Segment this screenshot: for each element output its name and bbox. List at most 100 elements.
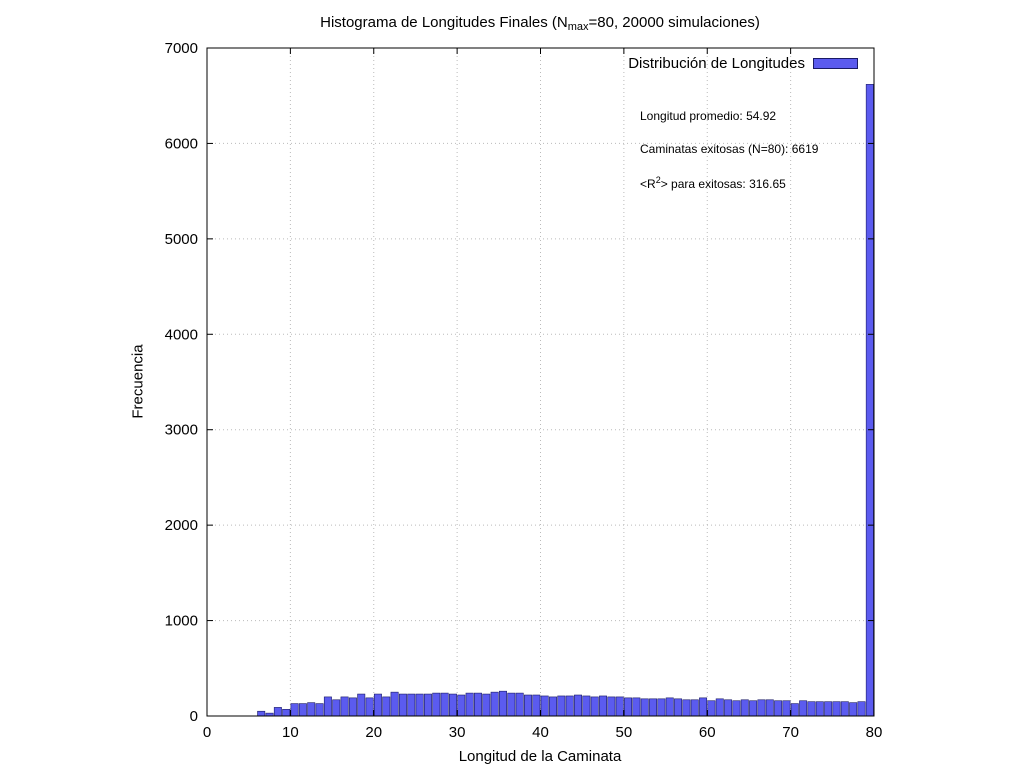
histogram-bar bbox=[490, 691, 499, 717]
histogram-bar bbox=[282, 709, 291, 717]
histogram-bar bbox=[665, 697, 674, 717]
histogram-bar bbox=[382, 696, 391, 717]
axis-ticks: 0 10 20 30 40 50 60 70 80 0 1000 2000 3000 4000 5000 60… bbox=[165, 40, 883, 741]
histogram-bar bbox=[590, 696, 599, 717]
histogram-bar bbox=[565, 695, 574, 717]
histogram-bar bbox=[632, 697, 641, 717]
histogram-bar bbox=[407, 693, 416, 717]
histogram-bar bbox=[315, 703, 324, 717]
histogram-bar bbox=[615, 696, 624, 717]
histogram-bar bbox=[432, 692, 441, 717]
x-tick-label: 20 bbox=[365, 724, 382, 741]
y-tick-label: 7000 bbox=[165, 40, 198, 57]
annotation-r2: <R2> para exitosas: 316.65 bbox=[640, 175, 786, 191]
histogram-bar bbox=[649, 698, 658, 717]
histogram-bar bbox=[273, 707, 282, 717]
histogram-bar bbox=[749, 700, 758, 717]
y-tick-label: 1000 bbox=[165, 613, 198, 630]
histogram-bars bbox=[257, 84, 874, 717]
histogram-bar bbox=[532, 694, 541, 717]
histogram-bar bbox=[298, 703, 307, 717]
x-tick-label: 0 bbox=[203, 724, 211, 741]
histogram-bar bbox=[332, 699, 341, 717]
histogram-bar bbox=[774, 700, 783, 717]
histogram-bar bbox=[857, 701, 866, 717]
histogram-bar bbox=[448, 693, 457, 717]
histogram-bar bbox=[765, 699, 774, 717]
histogram-bar bbox=[373, 693, 382, 717]
histogram-bar bbox=[473, 692, 482, 717]
histogram-bar bbox=[557, 695, 566, 717]
histogram-bar bbox=[398, 693, 407, 717]
histogram-bar bbox=[574, 694, 582, 717]
histogram-bar bbox=[515, 692, 524, 717]
histogram-bar bbox=[624, 697, 633, 717]
histogram-bar bbox=[824, 701, 833, 717]
legend-label: Distribución de Longitudes bbox=[628, 55, 805, 72]
histogram-bar bbox=[690, 699, 699, 717]
x-tick-label: 40 bbox=[532, 724, 549, 741]
y-tick-label: 0 bbox=[190, 708, 198, 725]
histogram-bar bbox=[790, 703, 799, 717]
histogram-bar bbox=[865, 84, 874, 717]
histogram-bar bbox=[582, 695, 591, 717]
histogram-bar bbox=[740, 699, 749, 717]
histogram-bar bbox=[732, 700, 741, 717]
histogram-bar bbox=[348, 697, 357, 717]
chart-title: Histograma de Longitudes Finales (Nmax=8… bbox=[320, 14, 760, 33]
histogram-bar bbox=[849, 702, 858, 717]
histogram-bar bbox=[457, 694, 466, 717]
histogram-bar bbox=[499, 690, 507, 717]
histogram-bar bbox=[782, 700, 791, 717]
annotation-mean-length: Longitud promedio: 54.92 bbox=[640, 109, 777, 123]
x-axis-label: Longitud de la Caminata bbox=[458, 748, 622, 765]
histogram-bar bbox=[682, 699, 691, 717]
histogram-bar bbox=[674, 698, 683, 717]
histogram-bar bbox=[440, 692, 449, 717]
histogram-bar bbox=[415, 693, 424, 717]
y-tick-label: 5000 bbox=[165, 231, 198, 248]
grid-lines bbox=[207, 48, 874, 716]
histogram-bar bbox=[715, 698, 724, 717]
histogram-bar bbox=[507, 692, 516, 717]
histogram-bar bbox=[724, 699, 733, 717]
x-tick-label: 10 bbox=[282, 724, 299, 741]
histogram-bar bbox=[799, 700, 808, 717]
histogram-bar bbox=[640, 698, 649, 717]
x-tick-label: 30 bbox=[449, 724, 466, 741]
histogram-bar bbox=[323, 696, 332, 717]
x-tick-label: 80 bbox=[866, 724, 883, 741]
histogram-bar bbox=[482, 693, 491, 717]
histogram-bar bbox=[423, 693, 432, 717]
histogram-bar bbox=[465, 692, 474, 717]
histogram-bar bbox=[524, 694, 532, 717]
histogram-bar bbox=[599, 695, 607, 717]
histogram-bar bbox=[699, 697, 708, 717]
y-tick-label: 4000 bbox=[165, 326, 198, 343]
histogram-bar bbox=[549, 696, 557, 717]
histogram-bar bbox=[840, 701, 849, 717]
histogram-bar bbox=[707, 700, 716, 717]
y-tick-label: 2000 bbox=[165, 517, 198, 534]
histogram-bar bbox=[307, 702, 316, 717]
x-tick-label: 60 bbox=[699, 724, 716, 741]
histogram-bar bbox=[540, 695, 549, 717]
histogram-bar bbox=[757, 699, 766, 717]
x-tick-label: 70 bbox=[782, 724, 799, 741]
histogram-bar bbox=[815, 701, 824, 717]
histogram-bar bbox=[832, 701, 841, 717]
y-tick-label: 6000 bbox=[165, 135, 198, 152]
histogram-bar bbox=[657, 698, 666, 717]
legend-swatch bbox=[813, 58, 858, 69]
histogram-bar bbox=[807, 701, 816, 717]
y-axis-label: Frecuencia bbox=[129, 344, 147, 419]
annotation-successful-walks: Caminatas exitosas (N=80): 6619 bbox=[640, 142, 819, 156]
histogram-bar bbox=[257, 710, 266, 717]
y-tick-label: 3000 bbox=[165, 422, 198, 439]
histogram-bar bbox=[357, 693, 366, 717]
histogram-bar bbox=[607, 696, 616, 717]
histogram-bar bbox=[365, 697, 374, 717]
histogram-bar bbox=[340, 696, 349, 717]
histogram-bar bbox=[390, 691, 399, 717]
